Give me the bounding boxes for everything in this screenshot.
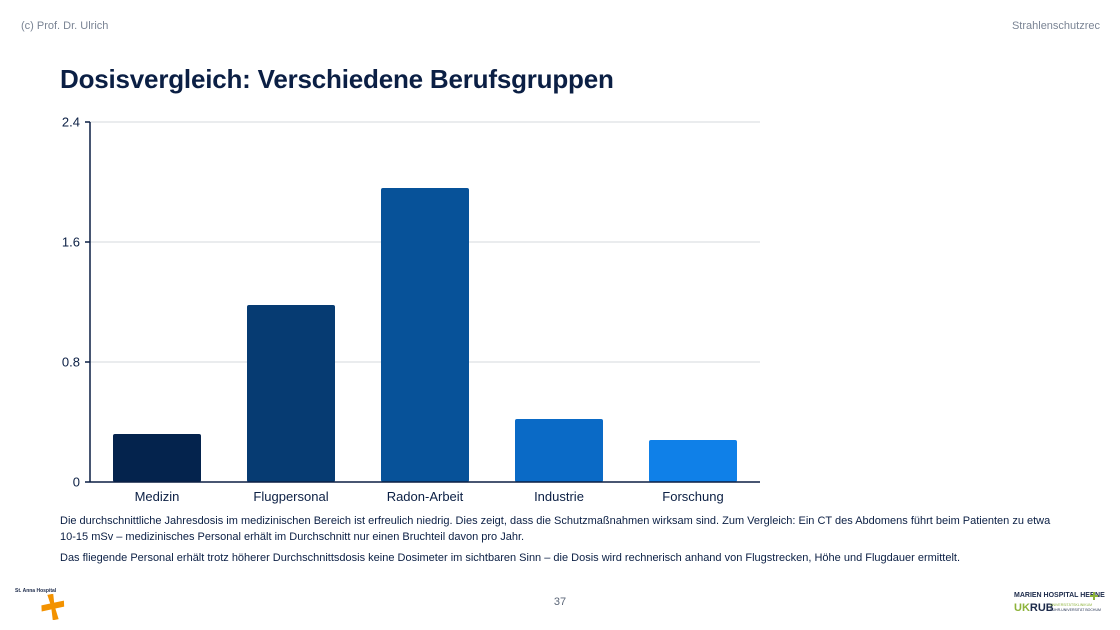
st-anna-hospital-logo: St. Anna Hospital: [15, 588, 75, 620]
slide-title: Dosisvergleich: Verschiedene Berufsgrupp…: [60, 64, 614, 94]
y-tick-label: 2.4: [62, 115, 80, 130]
logo-right-line1: MARIEN HOSPITAL HERNE: [1014, 592, 1105, 599]
x-category-label: Flugpersonal: [253, 489, 328, 504]
green-cross-icon: [1090, 592, 1098, 600]
orange-cross-icon: [41, 594, 65, 620]
bar-flugpersonal: [247, 305, 335, 482]
header-author: (c) Prof. Dr. Ulrich: [21, 20, 109, 32]
logo-right-ukrub: UKRUB: [1014, 602, 1054, 614]
page-number: 37: [553, 596, 567, 608]
body-paragraph-1: Die durchschnittliche Jahresdosis im med…: [60, 515, 1051, 543]
bar-forschung: [649, 440, 737, 482]
logo-rub-text: RUB: [1029, 602, 1054, 614]
chart-category-labels: Medizin Flugpersonal Radon-Arbeit Industrie…: [135, 489, 724, 504]
x-category-label: Medizin: [135, 489, 180, 504]
y-tick-label: 0: [73, 475, 80, 490]
y-tick-label: 1.6: [62, 235, 80, 250]
logo-right-small1: UNIVERSITÄTSKLINIKUM: [1050, 603, 1093, 607]
bar-medizin: [113, 434, 201, 482]
y-tick-label: 0.8: [62, 355, 80, 370]
bar-industrie: [515, 419, 603, 482]
marien-hospital-herne-logo: MARIEN HOSPITAL HERNE UKRUB UNIVERSITÄTS…: [1014, 592, 1105, 620]
body-paragraph-2: Das fliegende Personal erhält trotz höhe…: [60, 552, 961, 564]
x-category-label: Industrie: [534, 489, 584, 504]
chart-y-ticks: 0 0.8 1.6 2.4: [62, 115, 90, 490]
chart-bars: [113, 188, 737, 482]
logo-uk-text: UK: [1014, 602, 1030, 614]
bar-radon-arbeit: [381, 188, 469, 482]
x-category-label: Radon-Arbeit: [387, 489, 464, 504]
x-category-label: Forschung: [662, 489, 723, 504]
logo-left-text: St. Anna Hospital: [15, 588, 57, 594]
logo-right-small2: RUHR-UNIVERSITÄT BOCHUM: [1050, 608, 1101, 612]
header-course-title: Strahlenschutzrec: [1011, 20, 1100, 32]
